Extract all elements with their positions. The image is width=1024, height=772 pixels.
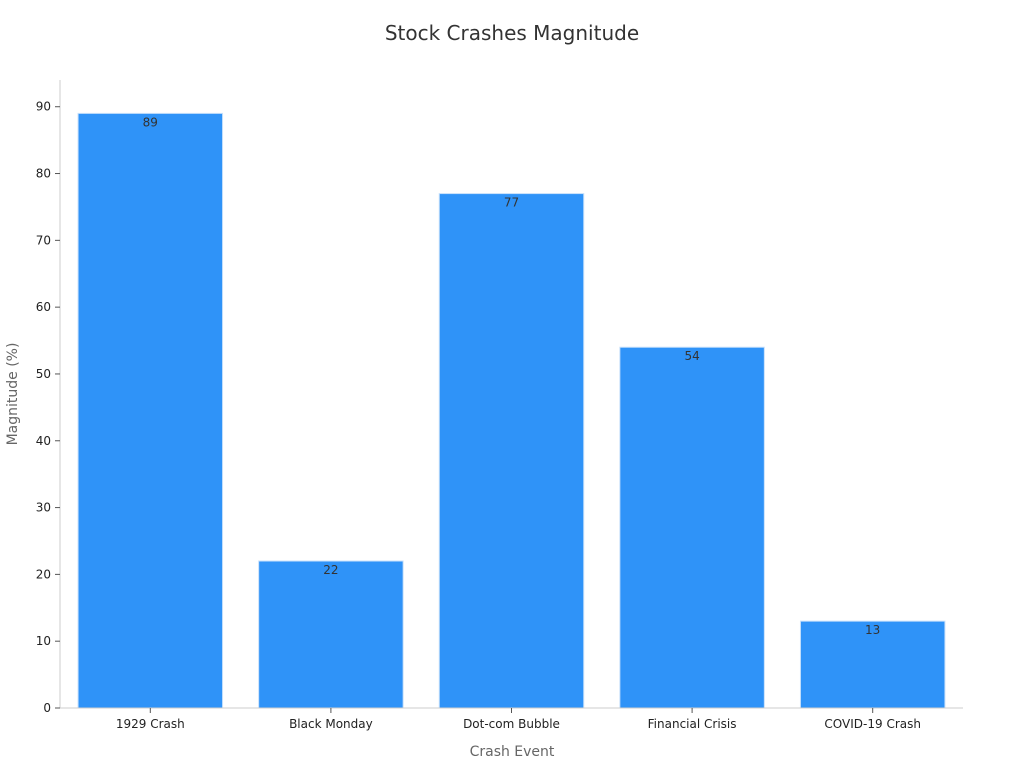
- bar-value-label: 22: [323, 563, 338, 577]
- bar-value-label: 13: [865, 623, 880, 637]
- y-tick-label: 60: [36, 300, 51, 314]
- y-tick-label: 30: [36, 501, 51, 515]
- y-tick-label: 50: [36, 367, 51, 381]
- x-axis-title: Crash Event: [470, 744, 555, 760]
- y-tick-label: 90: [36, 100, 51, 114]
- y-tick-label: 40: [36, 434, 51, 448]
- bars-layer: 89 22 77 54 13: [77, 112, 946, 709]
- y-tick-label: 80: [36, 167, 51, 181]
- y-tick-label: 10: [36, 634, 51, 648]
- y-tick-label: 70: [36, 233, 51, 247]
- bar: [77, 112, 224, 709]
- y-tick-label: 0: [43, 701, 51, 715]
- bar: [619, 346, 765, 709]
- y-axis-title: Magnitude (%): [5, 343, 21, 446]
- x-tick-label: Dot-com Bubble: [463, 717, 560, 731]
- bar: [799, 620, 946, 709]
- x-tick-label: 1929 Crash: [116, 717, 185, 731]
- x-tick-label: Black Monday: [289, 717, 373, 731]
- y-tick-label: 20: [36, 567, 51, 581]
- x-tick-label: Financial Crisis: [648, 717, 737, 731]
- bar: [258, 560, 404, 709]
- bar-value-label: 89: [143, 115, 158, 129]
- y-axis: 0 10 20 30 40 50 60 70 80 90: [36, 80, 61, 715]
- bar: [438, 193, 585, 709]
- bar-value-label: 77: [504, 196, 519, 210]
- bar-value-label: 54: [684, 349, 699, 363]
- chart-title: Stock Crashes Magnitude: [385, 21, 639, 45]
- x-axis: 1929 Crash Black Monday Dot-com Bubble Fina…: [60, 707, 963, 731]
- x-tick-label: COVID-19 Crash: [824, 717, 921, 731]
